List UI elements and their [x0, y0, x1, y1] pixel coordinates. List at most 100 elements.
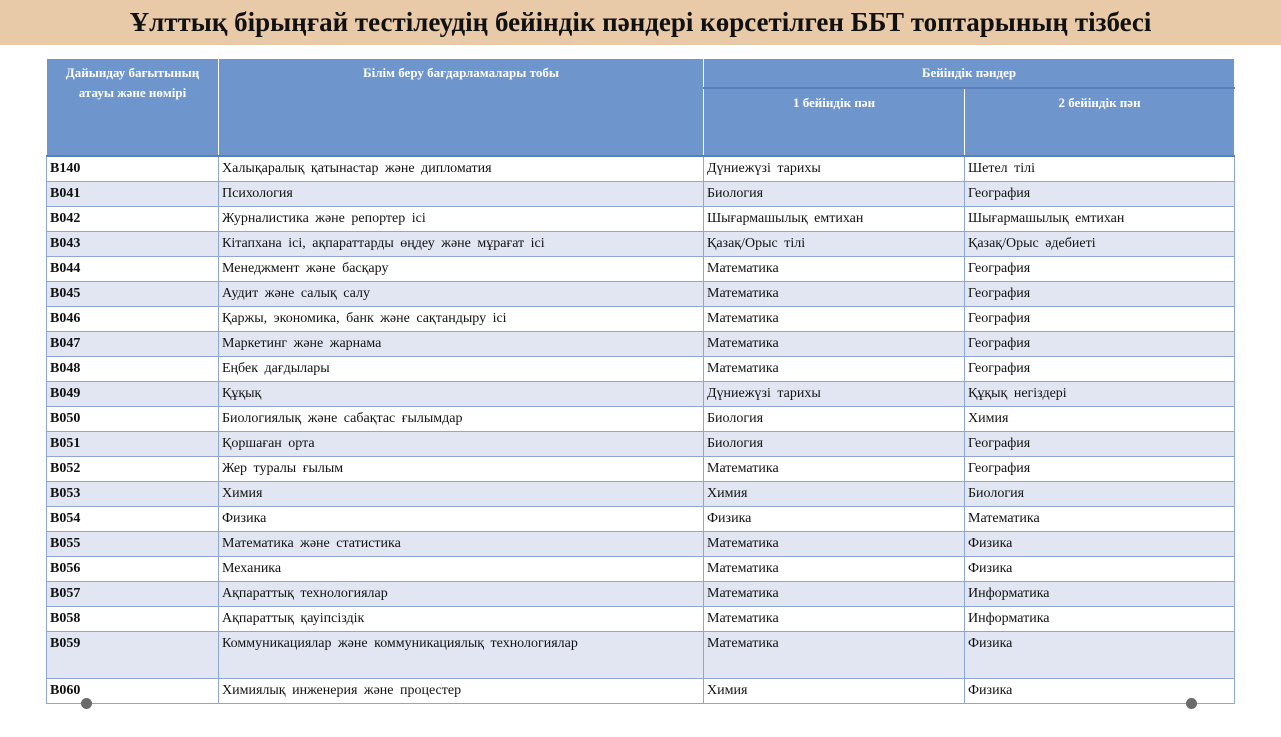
code-cell: B042 — [46, 206, 219, 232]
table-row: B056 Механика Математика Физика — [46, 556, 1235, 582]
table-row: B045 Аудит және салық салу Математика Геогр… — [46, 281, 1235, 307]
table-row: B042 Журналистика және репортер ісі Шығарм… — [46, 206, 1235, 232]
subject1-cell: Биология — [703, 406, 965, 432]
code-cell: B058 — [46, 606, 219, 632]
table-row: B041 Психология Биология География — [46, 181, 1235, 207]
program-cell: Математика және статистика — [218, 531, 704, 557]
program-cell: Журналистика және репортер ісі — [218, 206, 704, 232]
subject2-cell: География — [964, 281, 1235, 307]
subject1-cell: Химия — [703, 481, 965, 507]
page-title: Ұлттық бірыңғай тестілеудің бейіндік пән… — [129, 7, 1152, 37]
code-cell: B140 — [46, 155, 219, 182]
subject1-cell: Биология — [703, 181, 965, 207]
subject1-cell: Математика — [703, 281, 965, 307]
table-row: B140 Халықаралық қатынастар және дипломат… — [46, 155, 1235, 182]
program-cell: Қоршаған орта — [218, 431, 704, 457]
header-profile-subjects: Бейіндік пәндер — [703, 58, 1235, 89]
program-cell: Психология — [218, 181, 704, 207]
subject1-cell: Математика — [703, 331, 965, 357]
code-cell: B047 — [46, 331, 219, 357]
code-cell: B055 — [46, 531, 219, 557]
code-cell: B052 — [46, 456, 219, 482]
table-row: B043 Кітапхана ісі, ақпараттарды өңдеу жә… — [46, 231, 1235, 257]
table-body: B140 Халықаралық қатынастар және дипломат… — [46, 155, 1235, 704]
table-row: B049 Құқық Дүниежүзі тарихы Құқық негіздері — [46, 381, 1235, 407]
table-row: B046 Қаржы, экономика, банк және сақтанды… — [46, 306, 1235, 332]
header-direction: Дайындау бағытының атауы және нөмірі — [46, 58, 219, 157]
table-row: B059 Коммуникациялар және коммуникациялық… — [46, 631, 1235, 679]
code-cell: B059 — [46, 631, 219, 679]
code-cell: B043 — [46, 231, 219, 257]
subject2-cell: Физика — [964, 556, 1235, 582]
subject2-cell: Шетел тілі — [964, 155, 1235, 182]
header-subject-1: 1 бейіндік пән — [703, 87, 965, 157]
table-row: B057 Ақпараттық технологиялар Математика Ин… — [46, 581, 1235, 607]
subject2-cell: География — [964, 331, 1235, 357]
code-cell: B048 — [46, 356, 219, 382]
slide-handle-left-icon[interactable] — [81, 698, 92, 709]
subject2-cell: Химия — [964, 406, 1235, 432]
program-cell: Механика — [218, 556, 704, 582]
subject2-cell: География — [964, 456, 1235, 482]
subject1-cell: Дүниежүзі тарихы — [703, 381, 965, 407]
table-row: B054 Физика Физика Математика — [46, 506, 1235, 532]
code-cell: B051 — [46, 431, 219, 457]
subject1-cell: Математика — [703, 606, 965, 632]
program-cell: Кітапхана ісі, ақпараттарды өңдеу және м… — [218, 231, 704, 257]
subject2-cell: Биология — [964, 481, 1235, 507]
subject1-cell: Математика — [703, 306, 965, 332]
subject1-cell: Шығармашылық емтихан — [703, 206, 965, 232]
program-cell: Еңбек дағдылары — [218, 356, 704, 382]
program-cell: Химиялық инженерия және процестер — [218, 678, 704, 704]
subject2-cell: Қазақ/Орыс әдебиеті — [964, 231, 1235, 257]
table-row: B060 Химиялық инженерия және процестер Хим… — [46, 678, 1235, 704]
program-cell: Менеджмент және басқару — [218, 256, 704, 282]
subject2-cell: Физика — [964, 531, 1235, 557]
code-cell: B046 — [46, 306, 219, 332]
program-cell: Коммуникациялар және коммуникациялық тех… — [218, 631, 704, 679]
code-cell: B053 — [46, 481, 219, 507]
program-cell: Қаржы, экономика, банк және сақтандыру і… — [218, 306, 704, 332]
code-cell: B045 — [46, 281, 219, 307]
program-cell: Маркетинг және жарнама — [218, 331, 704, 357]
subject1-cell: Математика — [703, 556, 965, 582]
code-cell: B060 — [46, 678, 219, 704]
subject2-cell: Шығармашылық емтихан — [964, 206, 1235, 232]
program-cell: Биологиялық және сабақтас ғылымдар — [218, 406, 704, 432]
subjects-table: Дайындау бағытының атауы және нөмірі Біл… — [46, 58, 1235, 704]
subject2-cell: Физика — [964, 631, 1235, 679]
program-cell: Физика — [218, 506, 704, 532]
subject1-cell: Химия — [703, 678, 965, 704]
program-cell: Аудит және салық салу — [218, 281, 704, 307]
code-cell: B057 — [46, 581, 219, 607]
subject2-cell: География — [964, 431, 1235, 457]
subject2-cell: Физика — [964, 678, 1235, 704]
code-cell: B044 — [46, 256, 219, 282]
table-row: B048 Еңбек дағдылары Математика География — [46, 356, 1235, 382]
subject1-cell: Математика — [703, 356, 965, 382]
subject1-cell: Математика — [703, 581, 965, 607]
subject2-cell: География — [964, 256, 1235, 282]
subject2-cell: Информатика — [964, 581, 1235, 607]
program-cell: Ақпараттық қауіпсіздік — [218, 606, 704, 632]
header-subject-2: 2 бейіндік пән — [964, 87, 1235, 157]
code-cell: B054 — [46, 506, 219, 532]
subject1-cell: Қазақ/Орыс тілі — [703, 231, 965, 257]
subject2-cell: География — [964, 181, 1235, 207]
table-row: B058 Ақпараттық қауіпсіздік Математика Инфо… — [46, 606, 1235, 632]
subject1-cell: Математика — [703, 631, 965, 679]
subject2-cell: Математика — [964, 506, 1235, 532]
table-row: B044 Менеджмент және басқару Математика Гео… — [46, 256, 1235, 282]
program-cell: Құқық — [218, 381, 704, 407]
program-cell: Ақпараттық технологиялар — [218, 581, 704, 607]
program-cell: Химия — [218, 481, 704, 507]
code-cell: B041 — [46, 181, 219, 207]
program-cell: Жер туралы ғылым — [218, 456, 704, 482]
code-cell: B056 — [46, 556, 219, 582]
subject1-cell: Биология — [703, 431, 965, 457]
table-row: B053 Химия Химия Биология — [46, 481, 1235, 507]
table-row: B050 Биологиялық және сабақтас ғылымдар Би… — [46, 406, 1235, 432]
slide-handle-right-icon[interactable] — [1186, 698, 1197, 709]
table-row: B047 Маркетинг және жарнама Математика Геог… — [46, 331, 1235, 357]
subject1-cell: Математика — [703, 256, 965, 282]
